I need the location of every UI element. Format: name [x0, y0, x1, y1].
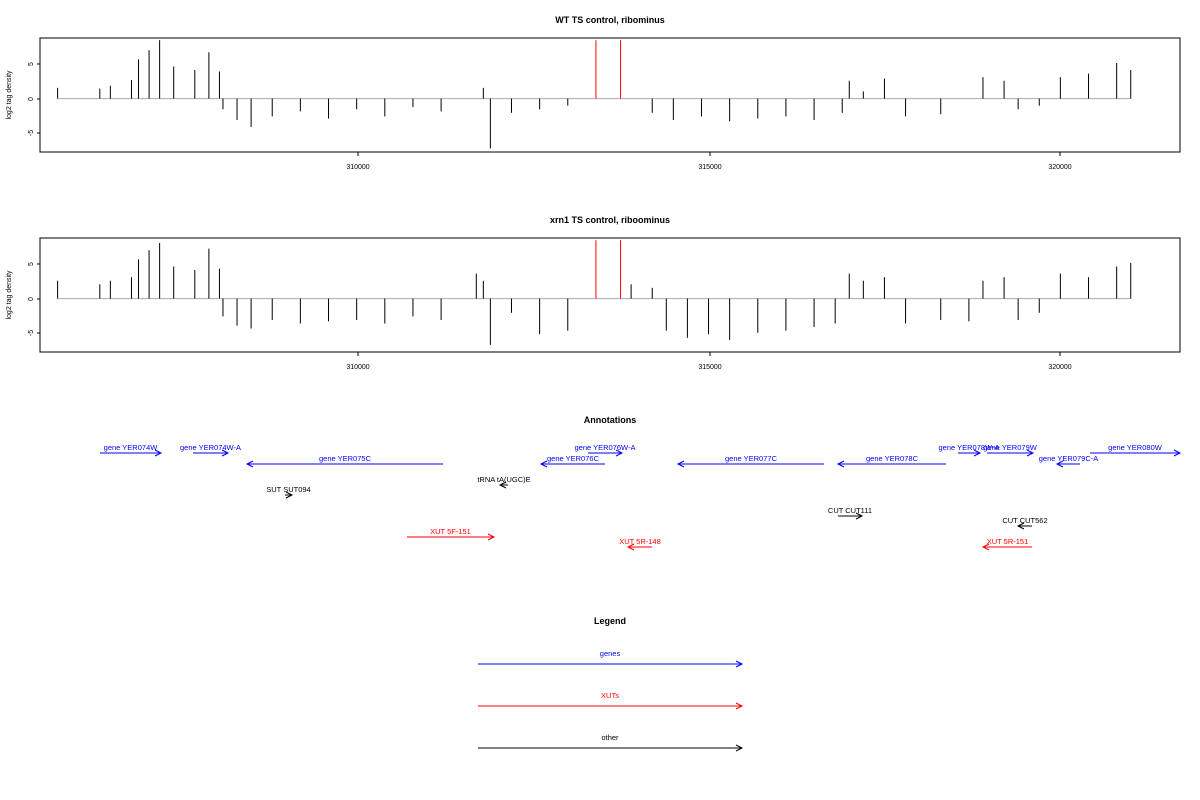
density-bars — [57, 40, 1132, 149]
y-tick-label: 0 — [28, 97, 35, 101]
annotation-label: SUT SUT094 — [266, 485, 310, 494]
legend-label: genes — [600, 649, 621, 658]
annotation-arrow-head — [676, 460, 685, 468]
annotation-arrow-head — [836, 460, 845, 468]
annotation-label: gene YER074W — [104, 443, 159, 452]
annotation-label: tRNA tA(UGC)E — [477, 475, 530, 484]
annotation-arrow-head — [1055, 460, 1064, 468]
y-tick-label: 5 — [28, 62, 35, 66]
annotations-title: Annotations — [584, 415, 637, 425]
annotation-label: gene YER080W — [1108, 443, 1163, 452]
annotation-label: gene YER076W-A — [574, 443, 635, 452]
wt-density-panel: WT TS control, ribominus log2 tag densit… — [6, 15, 1181, 171]
plot-frame — [39, 237, 1181, 353]
annotation-label: XUT 5R-151 — [987, 537, 1029, 546]
xrn1-density-panel: xrn1 TS control, riboominus log2 tag den… — [6, 215, 1181, 371]
x-tick-label: 320000 — [1048, 364, 1071, 371]
x-tick-label: 310000 — [346, 364, 369, 371]
annotation-label: gene YER076C — [547, 454, 600, 463]
y-tick-label: -5 — [28, 130, 35, 136]
legend-title: Legend — [594, 616, 626, 626]
annotation-arrow-head — [1016, 522, 1025, 530]
y-axis-label: log2 tag density — [6, 70, 13, 120]
annotation-arrow-head — [973, 449, 982, 457]
annotation-arrow-head — [487, 533, 496, 541]
legend-arrow-head — [735, 660, 744, 668]
y-tick-label: -5 — [28, 330, 35, 336]
x-tick-label: 315000 — [698, 364, 721, 371]
annotation-label: gene YER078W-A — [938, 443, 999, 452]
legend-arrow-head — [735, 702, 744, 710]
annotation-label: gene YER078C — [866, 454, 919, 463]
annotation-label: CUT CUT111 — [828, 506, 872, 515]
x-tick-label: 320000 — [1048, 164, 1071, 171]
legend-label: XUTs — [601, 691, 619, 700]
x-tick-label: 315000 — [698, 164, 721, 171]
legend-label: other — [601, 733, 619, 742]
annotation-arrow-head — [221, 449, 230, 457]
annotation-label: gene YER079W — [983, 443, 1038, 452]
annotation-arrow-head — [855, 512, 864, 520]
y-axis-label: log2 tag density — [6, 270, 13, 320]
annotation-label: XUT 5R-148 — [619, 537, 661, 546]
panel-title: xrn1 TS control, riboominus — [550, 215, 670, 225]
annotation-arrow-head — [498, 481, 507, 489]
plot-frame — [39, 37, 1181, 153]
y-tick-label: 0 — [28, 297, 35, 301]
x-tick-label: 310000 — [346, 164, 369, 171]
legend: Legend genes XUTs other — [478, 616, 744, 752]
annotation-label: gene YER075C — [319, 454, 372, 463]
annotation-arrow-head — [154, 449, 163, 457]
annotation-arrow-head — [1173, 449, 1182, 457]
density-bars — [57, 240, 1132, 345]
annotation-arrow-head — [626, 543, 635, 551]
annotation-arrow-head — [245, 460, 254, 468]
annotation-arrow-head — [539, 460, 548, 468]
annotation-label: gene YER074W-A — [180, 443, 241, 452]
annotation-arrow-head — [285, 491, 294, 499]
y-tick-label: 5 — [28, 262, 35, 266]
annotations-track: Annotations gene YER074W gene YER074W-A ge… — [100, 415, 1182, 551]
annotation-label: XUT 5F-151 — [430, 527, 471, 536]
panel-title: WT TS control, ribominus — [555, 15, 665, 25]
annotation-arrow-head — [1026, 449, 1035, 457]
annotation-label: CUT CUT562 — [1002, 516, 1047, 525]
annotation-label: gene YER079C-A — [1039, 454, 1098, 463]
annotation-label: gene YER077C — [725, 454, 778, 463]
legend-arrow-head — [735, 744, 744, 752]
annotation-arrow-head — [615, 449, 624, 457]
annotation-arrow-head — [981, 543, 990, 551]
